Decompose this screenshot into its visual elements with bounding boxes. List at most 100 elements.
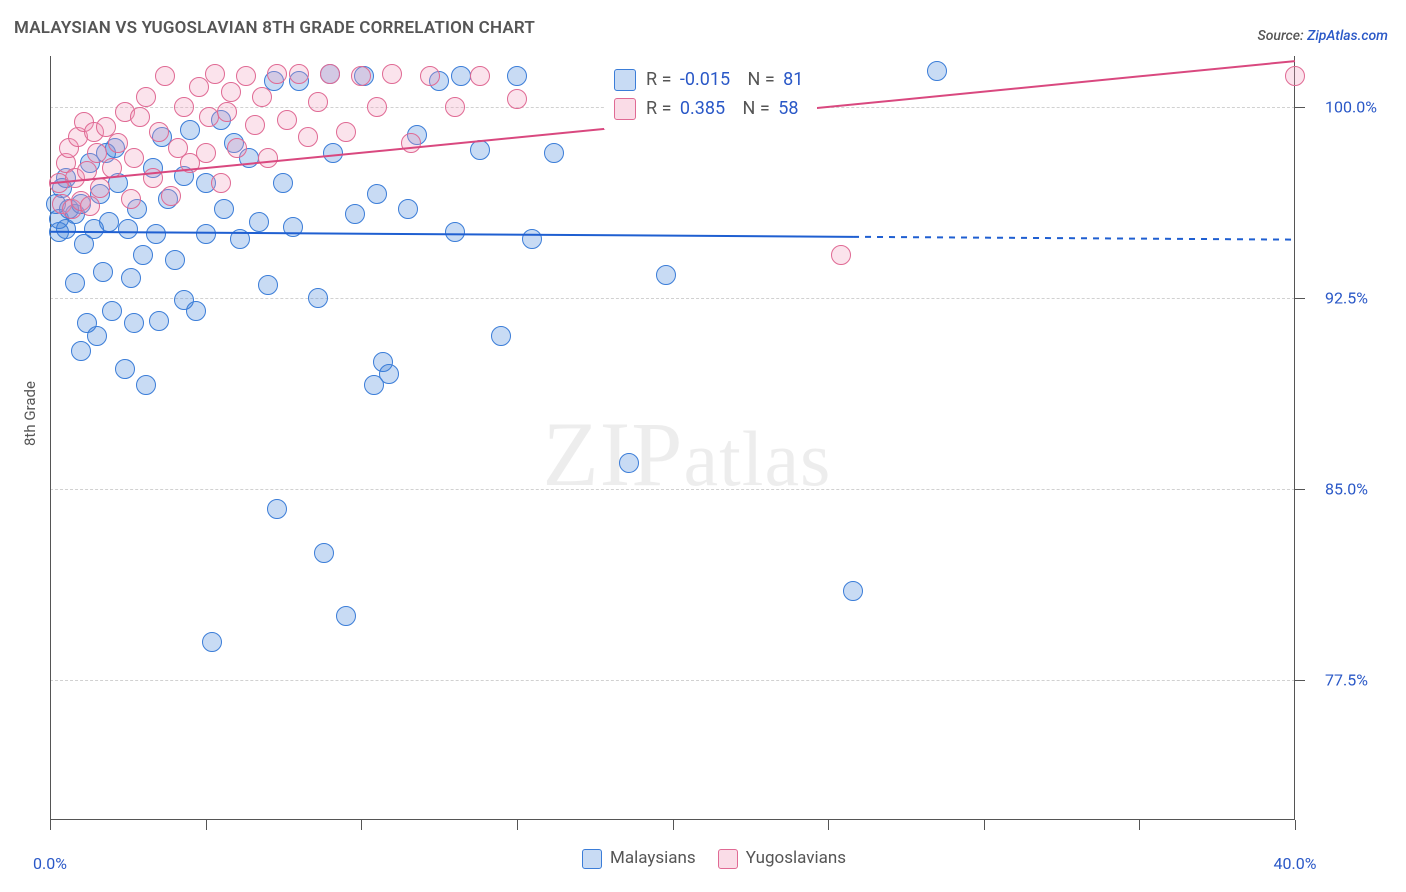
y-tick-label: 92.5%: [1325, 288, 1368, 307]
scatter-point: [401, 133, 421, 153]
scatter-point: [124, 148, 144, 168]
x-tick: [828, 820, 829, 830]
scatter-point: [87, 143, 107, 163]
scatter-point: [227, 138, 247, 158]
scatter-point: [221, 82, 241, 102]
legend-r-value: -0.015: [676, 69, 734, 90]
scatter-point: [491, 326, 511, 346]
scatter-point: [143, 168, 163, 188]
plot-area: ZIPatlas77.5%85.0%92.5%100.0%0.0%40.0%: [50, 56, 1295, 820]
scatter-point: [130, 107, 150, 127]
y-tick-label: 77.5%: [1325, 670, 1368, 689]
source-attribution: Source: ZipAtlas.com: [1258, 28, 1389, 44]
legend-n-label: N =: [748, 69, 780, 90]
scatter-point: [133, 245, 153, 265]
scatter-point: [314, 543, 334, 563]
scatter-point: [267, 499, 287, 519]
scatter-point: [196, 224, 216, 244]
scatter-point: [155, 66, 175, 86]
scatter-point: [420, 66, 440, 86]
legend-n-value: 81: [779, 69, 807, 90]
grid-line: [50, 298, 1295, 299]
x-tick: [1295, 820, 1296, 830]
scatter-point: [161, 186, 181, 206]
scatter-point: [277, 110, 297, 130]
scatter-point: [99, 212, 119, 232]
scatter-point: [205, 64, 225, 84]
scatter-point: [174, 97, 194, 117]
scatter-point: [320, 64, 340, 84]
scatter-point: [249, 212, 269, 232]
scatter-point: [336, 606, 356, 626]
scatter-point: [121, 268, 141, 288]
scatter-point: [165, 250, 185, 270]
regression-line-extrapolated: [853, 237, 1295, 240]
scatter-point: [124, 313, 144, 333]
y-axis-label: 8th Grade: [21, 381, 39, 446]
source-value: ZipAtlas.com: [1307, 28, 1388, 44]
scatter-point: [102, 301, 122, 321]
legend-series-label: Yugoslavians: [746, 848, 846, 868]
legend-swatch: [582, 849, 602, 869]
scatter-point: [108, 133, 128, 153]
scatter-point: [843, 581, 863, 601]
scatter-point: [507, 89, 527, 109]
scatter-point: [398, 199, 418, 219]
scatter-point: [214, 199, 234, 219]
x-tick: [517, 820, 518, 830]
scatter-point: [1285, 66, 1305, 86]
scatter-point: [217, 102, 237, 122]
x-tick: [1139, 820, 1140, 830]
legend-swatch: [614, 98, 636, 120]
scatter-point: [273, 173, 293, 193]
correlation-legend: R = -0.015 N = 81R = 0.385 N = 58: [604, 60, 817, 130]
scatter-point: [196, 143, 216, 163]
y-tick: [1295, 489, 1305, 490]
x-tick: [673, 820, 674, 830]
y-axis-line: [1294, 56, 1295, 820]
scatter-point: [445, 222, 465, 242]
scatter-point: [90, 178, 110, 198]
scatter-point: [136, 375, 156, 395]
scatter-point: [445, 97, 465, 117]
legend-swatch: [718, 849, 738, 869]
scatter-point: [308, 92, 328, 112]
source-label: Source:: [1258, 28, 1308, 44]
series-legend: Malaysians Yugoslavians: [0, 848, 1406, 869]
scatter-point: [87, 326, 107, 346]
legend-n-value: 58: [774, 98, 802, 119]
scatter-point: [544, 143, 564, 163]
grid-line: [50, 489, 1295, 490]
scatter-point: [115, 359, 135, 379]
scatter-point: [245, 115, 265, 135]
scatter-point: [831, 245, 851, 265]
scatter-point: [136, 87, 156, 107]
legend-row: R = 0.385 N = 58: [614, 95, 807, 124]
legend-series-label: Malaysians: [610, 848, 696, 868]
scatter-point: [93, 262, 113, 282]
scatter-point: [336, 122, 356, 142]
y-tick-label: 85.0%: [1325, 479, 1368, 498]
y-tick-label: 100.0%: [1325, 97, 1377, 116]
scatter-point: [308, 288, 328, 308]
scatter-point: [470, 66, 490, 86]
scatter-point: [258, 275, 278, 295]
scatter-point: [267, 64, 287, 84]
scatter-point: [211, 173, 231, 193]
scatter-point: [367, 184, 387, 204]
scatter-point: [258, 148, 278, 168]
scatter-point: [71, 341, 91, 361]
scatter-point: [80, 196, 100, 216]
regression-lines: [50, 56, 1295, 820]
legend-r-label: R =: [646, 98, 676, 119]
x-tick: [361, 820, 362, 830]
x-tick: [984, 820, 985, 830]
legend-row: R = -0.015 N = 81: [614, 66, 807, 95]
watermark: ZIPatlas: [542, 401, 831, 507]
scatter-point: [379, 364, 399, 384]
scatter-point: [149, 122, 169, 142]
scatter-point: [619, 453, 639, 473]
scatter-point: [180, 120, 200, 140]
chart-title: MALAYSIAN VS YUGOSLAVIAN 8TH GRADE CORRE…: [14, 18, 535, 38]
scatter-point: [507, 66, 527, 86]
